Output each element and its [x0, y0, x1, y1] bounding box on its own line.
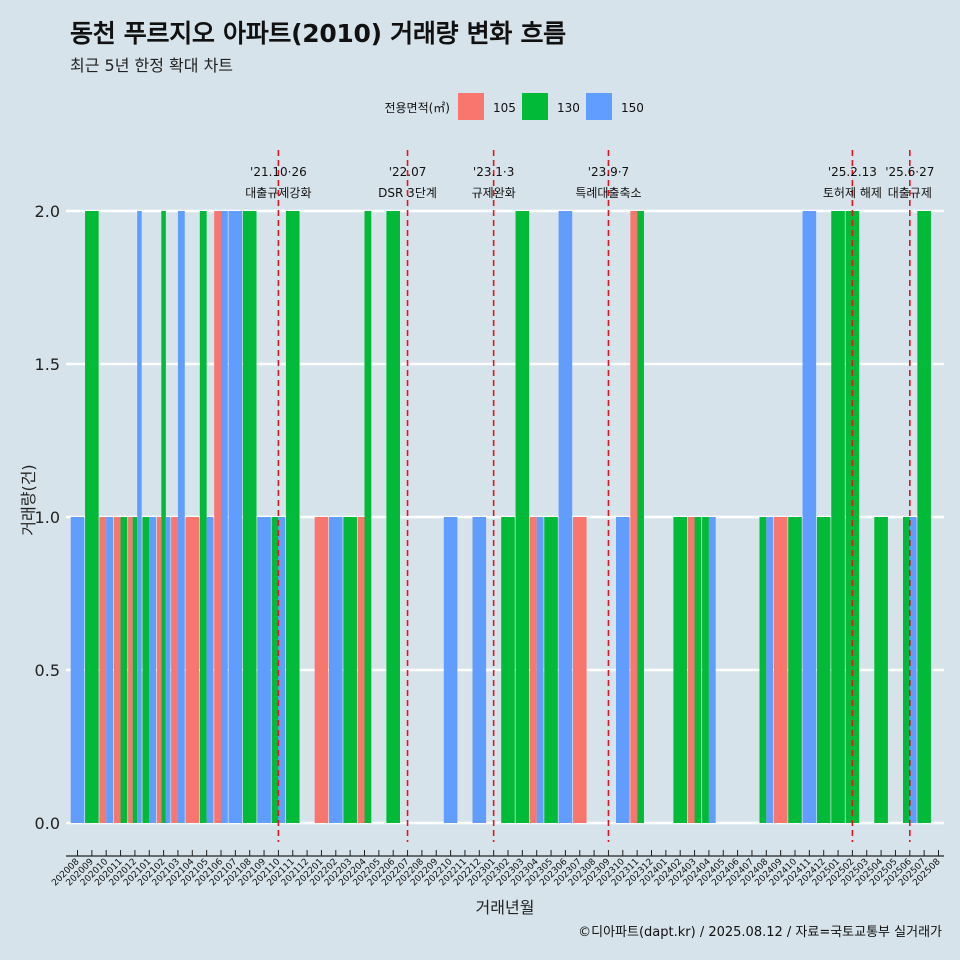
bar-202402-130	[673, 517, 687, 823]
legend: 전용면적(㎡) 105 130 150	[384, 93, 644, 120]
bar-202110-150	[278, 517, 286, 823]
bar-202105-130	[199, 211, 207, 823]
bar-202012-130	[132, 517, 138, 823]
bar-202101-150	[149, 517, 157, 823]
bar-202311-105	[630, 211, 638, 823]
bar-202212-150	[472, 517, 487, 823]
source-caption: ©디아파트(dapt.kr) / 2025.08.12 / 자료=국토교통부 실…	[578, 925, 942, 940]
bar-202204-105	[357, 517, 365, 823]
bar-202106-105	[214, 211, 221, 823]
bar-202008-150	[70, 517, 85, 823]
bar-202110-130	[271, 517, 279, 823]
bar-202107-150	[228, 211, 243, 823]
bar-202101-130	[142, 517, 150, 823]
bar-202404-150	[708, 517, 716, 823]
event-date: '23.9·7	[588, 165, 629, 179]
event-label: 토허제 해제	[823, 186, 882, 200]
bar-202010-150	[106, 517, 113, 823]
event-label: 특례대출축소	[575, 186, 641, 200]
bars	[70, 211, 931, 823]
bar-202411-150	[802, 211, 817, 823]
bar-202501-130	[831, 211, 845, 823]
bar-202106-150	[221, 211, 228, 823]
chart-subtitle: 최근 5년 한정 확대 차트	[70, 56, 234, 75]
bar-202210-150	[443, 517, 458, 823]
bar-202102-105	[156, 517, 162, 823]
bar-202504-130	[874, 517, 888, 823]
bar-202102-150	[165, 517, 171, 823]
bar-202111-130	[285, 211, 300, 823]
bar-202108-130	[242, 211, 257, 823]
legend-label-105: 105	[493, 101, 516, 115]
bar-202010-105	[99, 517, 107, 823]
event-date: '25.6·27	[885, 165, 934, 179]
event-label: 규제완화	[472, 186, 516, 200]
legend-swatch-150	[586, 93, 612, 120]
bar-202408-150	[766, 517, 774, 823]
bar-202403-130	[694, 517, 702, 823]
y-tick-label: 1.0	[35, 508, 60, 527]
bar-202412-130	[816, 517, 831, 823]
bar-202202-150	[329, 517, 343, 823]
bar-202011-105	[113, 517, 121, 823]
legend-swatch-105	[458, 93, 484, 120]
bar-202408-130	[759, 517, 767, 823]
bar-202307-105	[572, 517, 587, 823]
event-label: DSR 3단계	[378, 186, 437, 200]
bar-202410-130	[788, 517, 802, 823]
bar-202304-150	[536, 517, 544, 823]
bar-202109-150	[257, 517, 271, 823]
bar-202409-105	[773, 517, 788, 823]
event-date: '23.1·3	[473, 165, 514, 179]
event-date: '22.07	[389, 165, 427, 179]
bar-202011-130	[120, 517, 128, 823]
bar-202203-130	[343, 517, 357, 823]
bar-202204-130	[364, 211, 372, 823]
event-label: 대출규제강화	[245, 186, 311, 200]
bar-202103-150	[177, 211, 185, 823]
legend-swatch-130	[522, 93, 548, 120]
bar-202302-130	[501, 517, 515, 823]
bar-202507-130	[917, 211, 931, 823]
y-tick-label: 0.0	[35, 814, 60, 833]
bar-202012-150	[137, 211, 142, 823]
bar-202012-105	[128, 517, 133, 823]
bar-202404-130	[702, 517, 709, 823]
legend-label-150: 150	[621, 101, 644, 115]
bar-202009-130	[85, 211, 99, 823]
bar-202201-105	[314, 517, 329, 823]
event-date: '21.10·26	[250, 165, 307, 179]
event-lines: '21.10·26 대출규제강화 '22.07 DSR 3단계 '23.1·3 규제완화 '…	[245, 150, 934, 842]
y-tick-label: 0.5	[35, 661, 60, 680]
y-tick-label: 1.5	[35, 355, 60, 374]
bar-202304-105	[529, 517, 537, 823]
bar-202506-130	[903, 517, 910, 823]
event-label: 대출규제	[888, 186, 932, 200]
bar-202104-105	[185, 517, 200, 823]
legend-label-130: 130	[557, 101, 580, 115]
event-date: '25.2.13	[828, 165, 877, 179]
legend-title: 전용면적(㎡)	[384, 101, 450, 115]
bar-202206-130	[386, 211, 400, 823]
bar-202105-150	[206, 517, 214, 823]
y-axis-title: 거래량(건)	[19, 464, 38, 535]
bar-202303-130	[515, 211, 530, 823]
bar-202102-130	[161, 211, 166, 823]
chart-title: 동천 푸르지오 아파트(2010) 거래량 변화 흐름	[70, 19, 566, 48]
bar-202305-130	[544, 517, 558, 823]
bar-202306-150	[558, 211, 573, 823]
bar-202506-150	[909, 517, 917, 823]
bar-202311-130	[637, 211, 644, 823]
bar-202403-105	[687, 517, 695, 823]
y-tick-label: 2.0	[35, 202, 60, 221]
bar-202103-105	[171, 517, 178, 823]
x-axis-title: 거래년월	[476, 898, 535, 917]
bar-202502-130	[845, 211, 860, 823]
bar-202310-150	[616, 517, 630, 823]
